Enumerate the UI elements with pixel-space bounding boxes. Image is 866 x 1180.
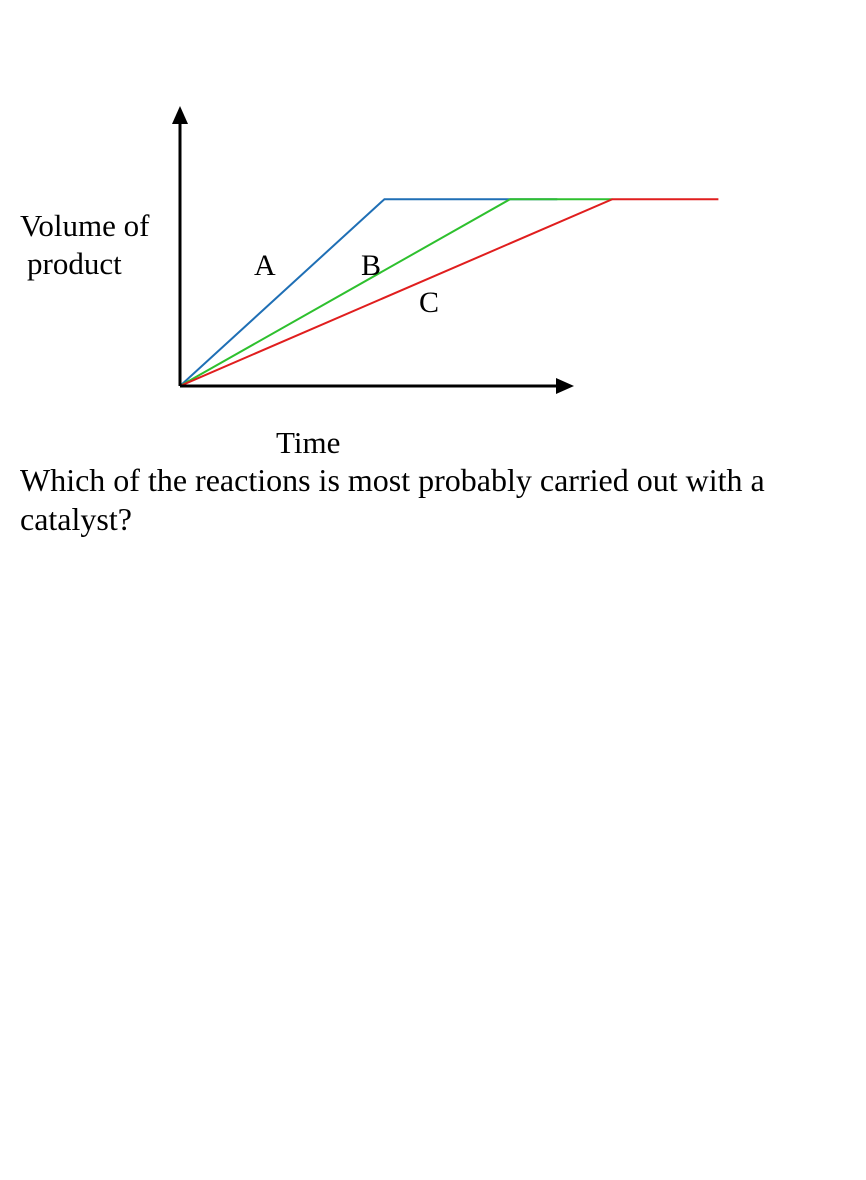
series-layer	[179, 198, 719, 387]
series-line-a	[179, 198, 558, 387]
reaction-rate-chart	[172, 106, 719, 394]
y-axis-arrowhead	[172, 106, 188, 124]
series-label-b: B	[361, 249, 382, 282]
x-axis-arrowhead	[556, 378, 574, 394]
series-label-a: A	[254, 249, 276, 282]
series-line-b	[179, 198, 613, 387]
series-label-c: C	[419, 286, 440, 319]
y-axis-label-line-2: product	[27, 246, 122, 281]
x-axis-label: Time	[276, 425, 341, 460]
series-line-c	[179, 198, 719, 387]
question-text: Which of the reactions is most probably …	[20, 462, 765, 537]
y-axis-label-line-1: Volume of	[20, 208, 150, 243]
